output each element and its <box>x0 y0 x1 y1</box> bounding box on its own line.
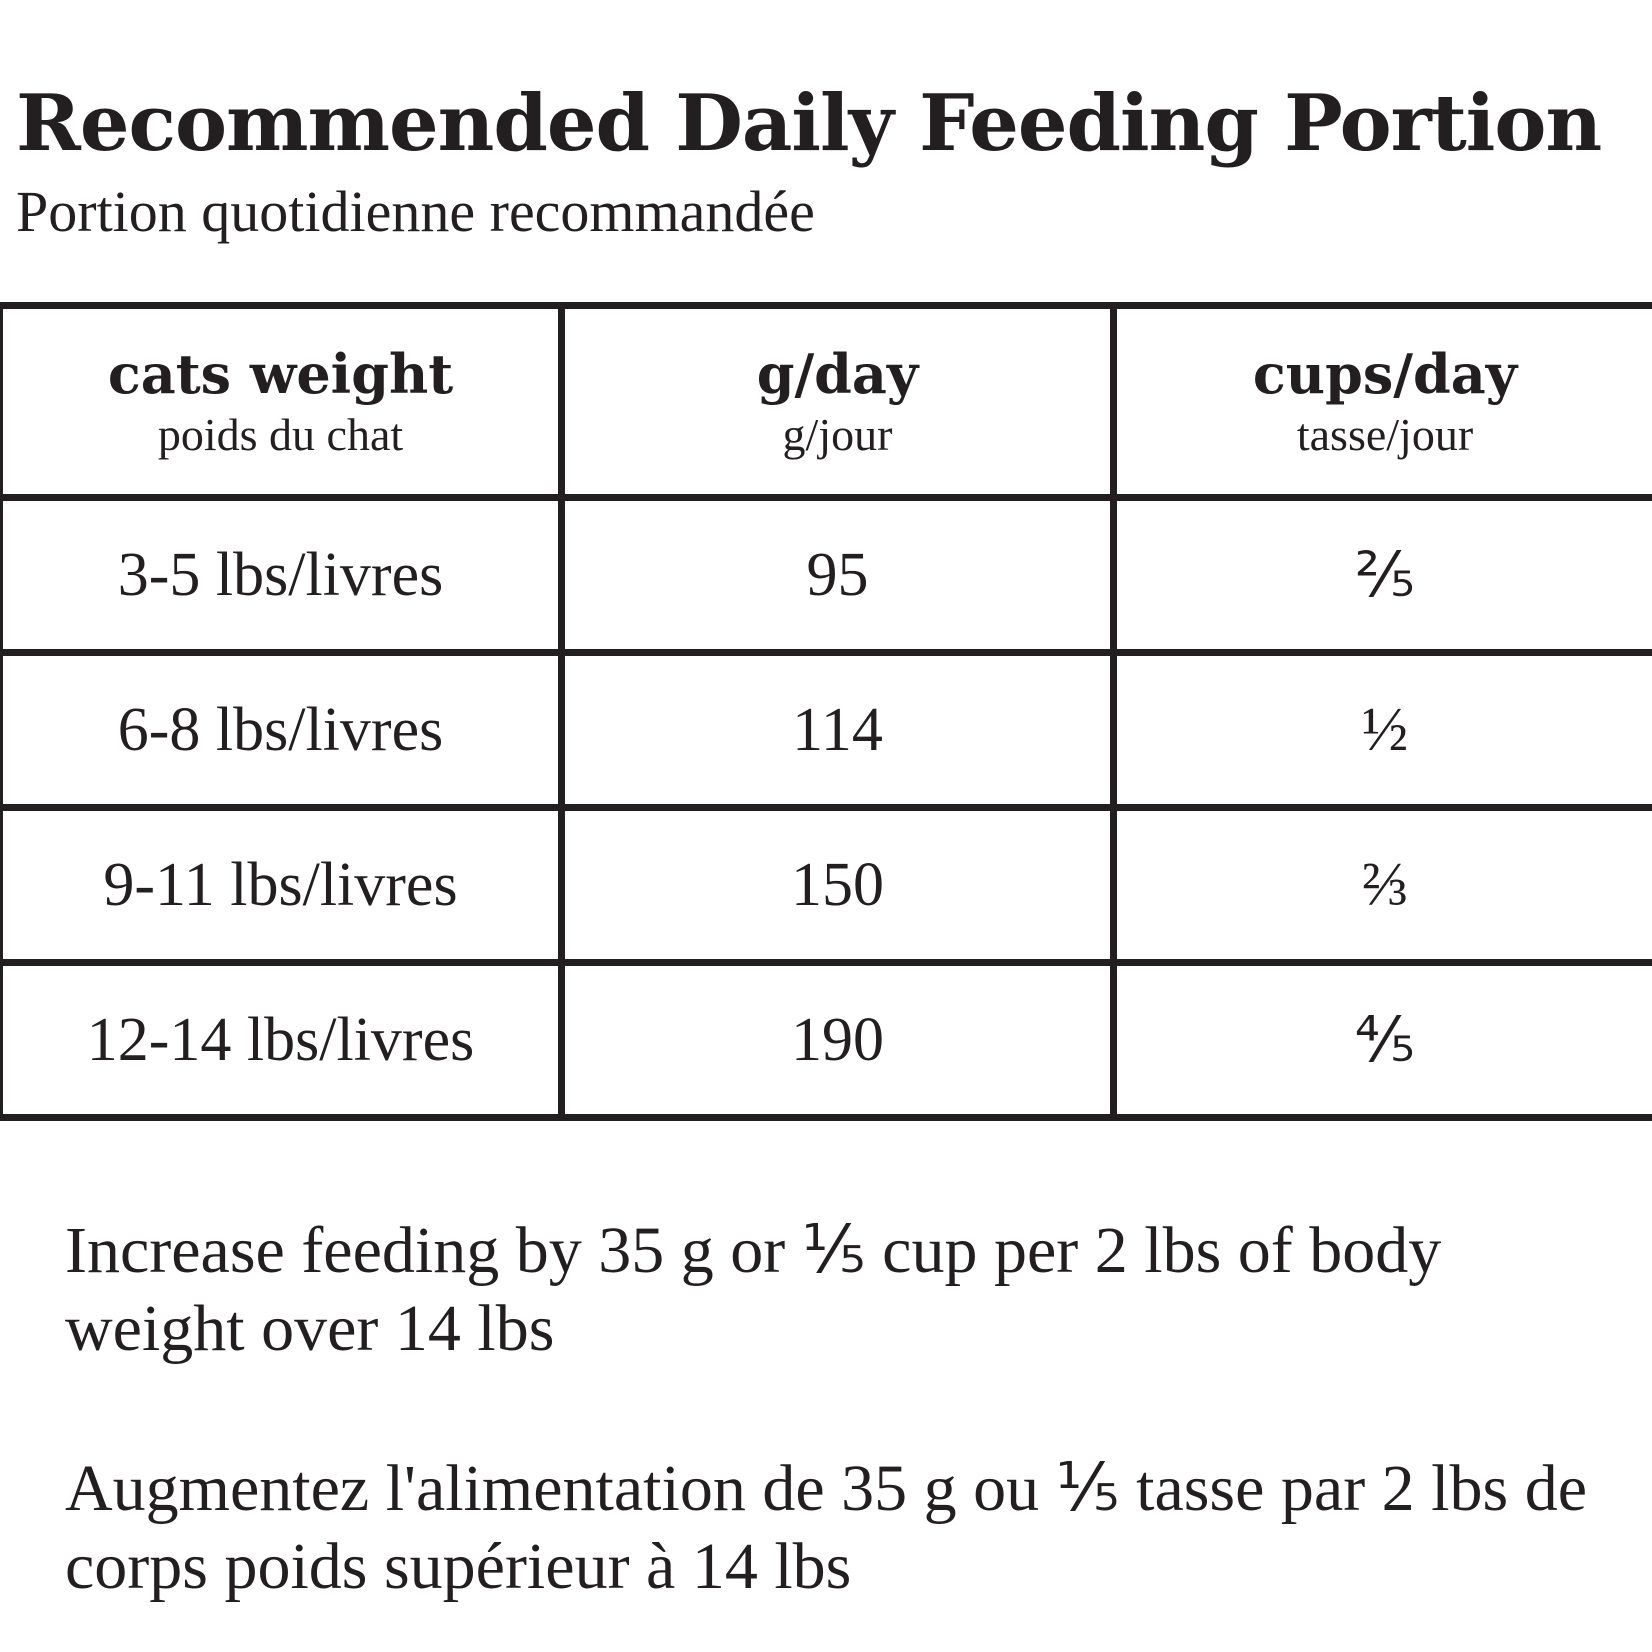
header-french: g/jour <box>782 408 893 460</box>
header-english: g/day <box>756 341 919 406</box>
note: Increase feeding by 35 g or ⅕ cup per 2 … <box>65 1214 1442 1365</box>
table-cell: ½ <box>1110 649 1652 811</box>
title: Recommended Daily Feeding Portion <box>16 78 1602 169</box>
header-french: poids du chat <box>157 408 404 460</box>
table-row: 3-5 lbs/livres 95 ⅖ <box>0 494 1652 656</box>
table-cell: 190 <box>558 959 1117 1121</box>
table-cell: 9-11 lbs/livres <box>0 804 565 966</box>
feeding-table: cats weight poids du chat g/day g/jour cups/… <box>0 302 1652 1121</box>
table-row: 6-8 lbs/livres 114 ½ <box>0 649 1652 811</box>
table-cell: ⅔ <box>1110 804 1652 966</box>
table-cell: 6-8 lbs/livres <box>0 649 565 811</box>
header-english: cats weight <box>107 341 454 406</box>
table-cell: ⅖ <box>1110 494 1652 656</box>
table-cell: 150 <box>558 804 1117 966</box>
table-cell: 114 <box>558 649 1117 811</box>
table-cell: ⅘ <box>1110 959 1652 1121</box>
table-cell: 95 <box>558 494 1117 656</box>
table-row: 12-14 lbs/livres 190 ⅘ <box>0 959 1652 1121</box>
column-header: cups/day tasse/jour <box>1110 302 1652 501</box>
header-french: tasse/jour <box>1296 408 1474 460</box>
header-row: cats weight poids du chat g/day g/jour cups/… <box>0 302 1652 501</box>
column-header: cats weight poids du chat <box>0 302 565 501</box>
column-header: g/day g/jour <box>558 302 1117 501</box>
table-row: 9-11 lbs/livres 150 ⅔ <box>0 804 1652 966</box>
note: Augmentez l'alimentation de 35 g ou ⅕ ta… <box>65 1452 1587 1603</box>
table-body: 3-5 lbs/livres 95 ⅖ 6-8 lbs/livres 114 ½ 9-11 … <box>0 494 1652 1121</box>
table-cell: 12-14 lbs/livres <box>0 959 565 1121</box>
header-english: cups/day <box>1252 341 1518 406</box>
subtitle: Portion quotidienne recommandée <box>16 179 815 244</box>
table-cell: 3-5 lbs/livres <box>0 494 565 656</box>
